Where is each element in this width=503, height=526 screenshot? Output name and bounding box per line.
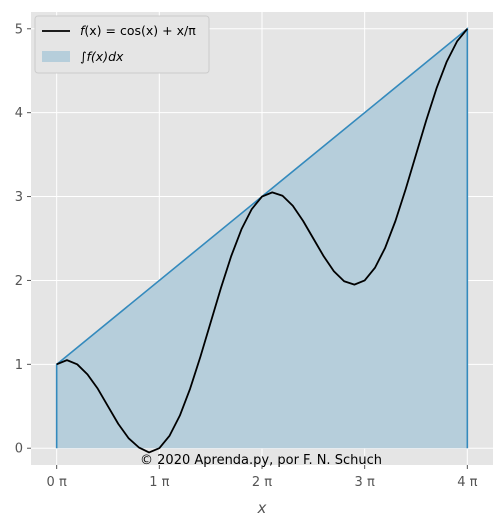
y-tick-label-4: 4 bbox=[15, 106, 23, 121]
x-tick-label-3: 3 π bbox=[355, 475, 375, 490]
legend-fill-swatch bbox=[42, 51, 70, 62]
legend-fill-label-integral: ∫ bbox=[80, 49, 87, 64]
legend-line-label: f(x) = cos(x) + x/π bbox=[80, 23, 196, 38]
legend-box bbox=[34, 15, 210, 74]
function-curve bbox=[56, 28, 469, 454]
x-tick-label-4: 4 π bbox=[457, 475, 477, 490]
y-tick-label-5: 5 bbox=[15, 22, 23, 37]
x-axis-ticks: 0 π 1 π 2 π 3 π 4 π bbox=[47, 465, 478, 490]
legend: f(x) = cos(x) + x/π ∫f(x)dx bbox=[34, 15, 210, 74]
legend-fill-label-rest: f(x)dx bbox=[87, 49, 124, 64]
y-tick-label-2: 2 bbox=[15, 274, 23, 289]
y-tick-label-0: 0 bbox=[15, 442, 23, 457]
y-tick-label-1: 1 bbox=[15, 358, 23, 373]
y-tick-label-3: 3 bbox=[15, 190, 23, 205]
integral-fill bbox=[56, 28, 468, 449]
x-tick-label-2: 2 π bbox=[252, 475, 272, 490]
x-axis-label: x bbox=[257, 499, 267, 517]
y-axis-ticks: 0 1 2 3 4 5 bbox=[15, 22, 31, 457]
legend-line-label-f: f bbox=[80, 23, 86, 38]
legend-fill-label: ∫f(x)dx bbox=[80, 49, 124, 64]
x-tick-label-0: 0 π bbox=[47, 475, 67, 490]
x-tick-label-1: 1 π bbox=[149, 475, 169, 490]
legend-line-label-rest: (x) = cos(x) + x/π bbox=[84, 23, 196, 38]
credit-annotation: © 2020 Aprenda.py, por F. N. Schuch bbox=[140, 453, 382, 468]
function-line bbox=[56, 28, 469, 454]
